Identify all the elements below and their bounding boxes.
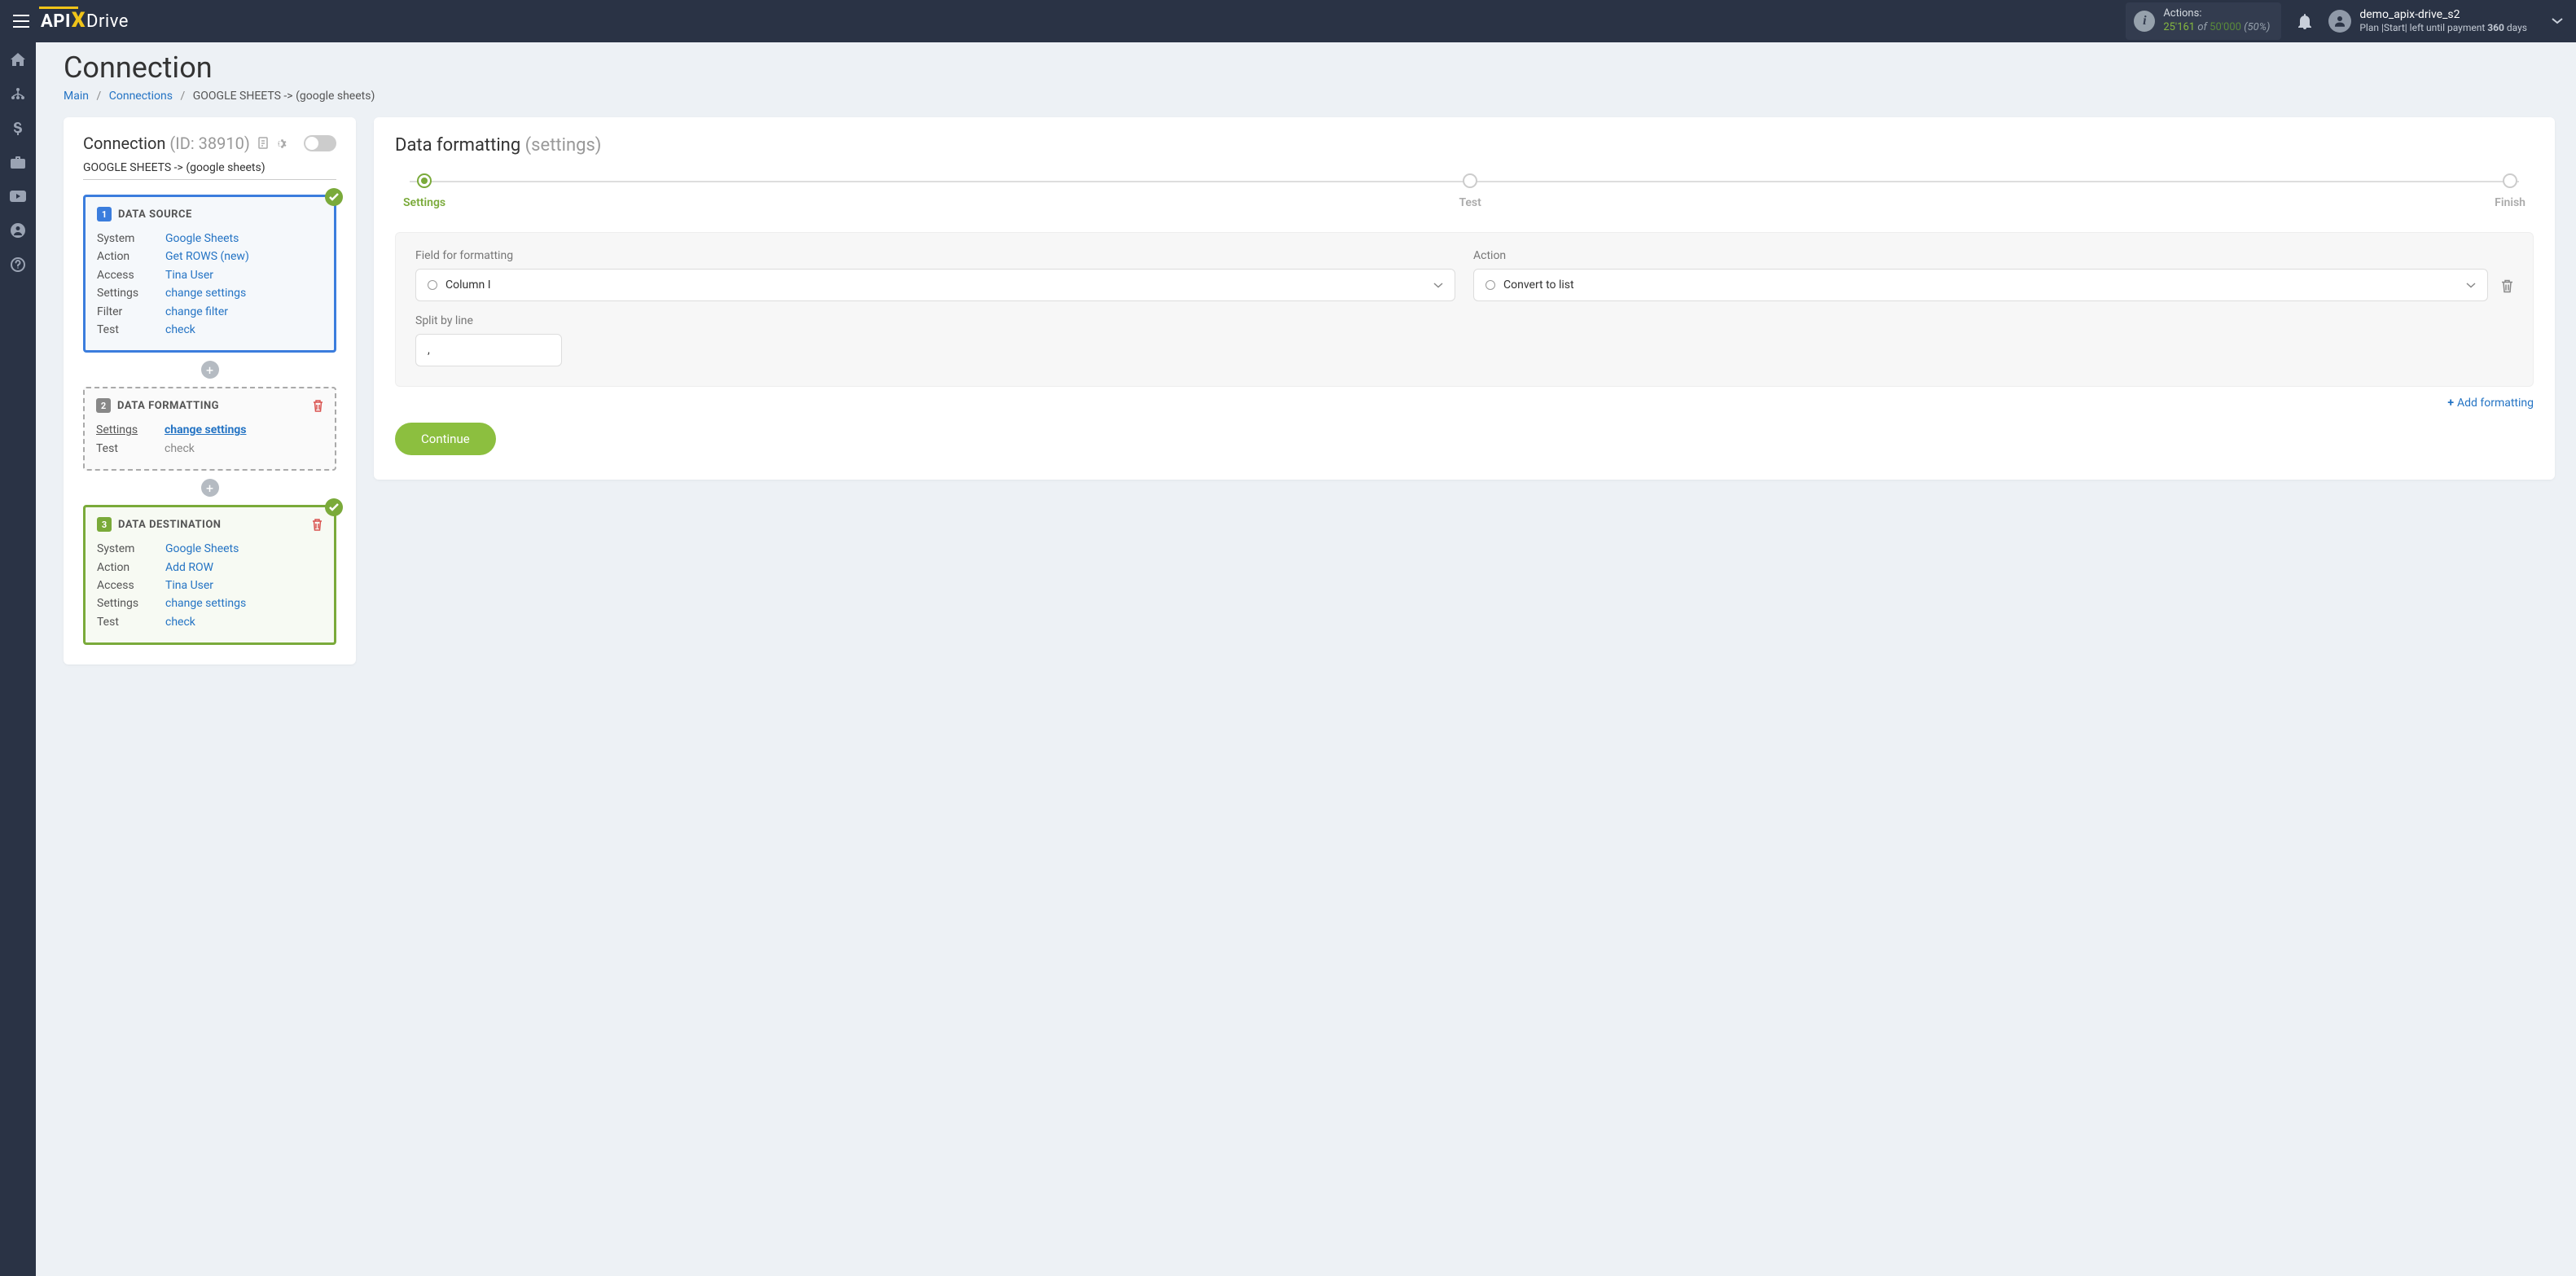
wizard-step-finish[interactable]: Finish [2495, 173, 2526, 209]
gear-icon[interactable] [274, 138, 287, 150]
user-plan: Plan |Start| left until payment 360 days [2359, 22, 2527, 33]
dest-settings[interactable]: change settings [165, 594, 246, 612]
breadcrumb-main[interactable]: Main [64, 90, 89, 103]
sidebar-account[interactable] [0, 213, 36, 248]
add-formatting-link[interactable]: +Add formatting [395, 397, 2534, 410]
step-num-3: 3 [97, 517, 112, 532]
connection-title: Connection (ID: 38910) [83, 134, 250, 153]
breadcrumb-current: GOOGLE SHEETS -> (google sheets) [193, 90, 375, 103]
source-settings[interactable]: change settings [165, 284, 246, 302]
source-action[interactable]: Get ROWS (new) [165, 248, 249, 265]
data-source-card: 1 DATA SOURCE SystemGoogle Sheets Action… [83, 195, 336, 353]
actions-of: of [2197, 21, 2207, 33]
menu-icon[interactable] [13, 15, 29, 28]
actions-total: 50'000 [2210, 21, 2241, 33]
formatting-settings[interactable]: change settings [165, 421, 246, 439]
wizard: Settings Test Finish [395, 173, 2534, 209]
chevron-down-icon [2466, 283, 2476, 288]
logo-x: X [72, 8, 86, 33]
step-num-2: 2 [96, 398, 111, 413]
sidebar [0, 42, 36, 1276]
wizard-step-test[interactable]: Test [1459, 173, 1481, 209]
dest-system[interactable]: Google Sheets [165, 540, 239, 558]
delete-destination-icon[interactable] [312, 519, 323, 531]
continue-button[interactable]: Continue [395, 423, 496, 455]
info-icon: i [2134, 11, 2155, 32]
action-select[interactable]: Convert to list [1473, 269, 2488, 301]
topbar: API X Drive i Actions: 25'161 of 50'000 … [0, 0, 2576, 42]
sidebar-help[interactable] [0, 248, 36, 282]
source-system[interactable]: Google Sheets [165, 230, 239, 248]
formatting-form: Field for formatting Column I Action [395, 232, 2534, 387]
user-text: demo_apix-drive_s2 Plan |Start| left unt… [2359, 8, 2527, 33]
delete-rule-icon[interactable] [2501, 279, 2513, 293]
actions-pct: (50%) [2244, 21, 2270, 33]
delete-formatting-icon[interactable] [313, 400, 323, 412]
check-icon [325, 188, 343, 206]
sidebar-connections[interactable] [0, 77, 36, 111]
connection-panel: Connection (ID: 38910) GOOGLE SHEETS -> … [64, 117, 356, 664]
logo-api: API [41, 11, 71, 32]
copy-icon[interactable] [257, 137, 268, 150]
check-icon [325, 498, 343, 516]
data-destination-card: 3 DATA DESTINATION SystemGoogle Sheets A… [83, 505, 336, 645]
split-input[interactable] [415, 334, 562, 366]
radio-icon [428, 280, 437, 290]
sidebar-billing[interactable] [0, 111, 36, 145]
chevron-down-icon [1433, 283, 1443, 288]
dest-access[interactable]: Tina User [165, 577, 213, 594]
settings-panel: Data formatting (settings) Settings Test [374, 117, 2555, 480]
user-menu[interactable]: demo_apix-drive_s2 Plan |Start| left unt… [2328, 8, 2527, 33]
field-label: Field for formatting [415, 249, 1455, 262]
step-num-1: 1 [97, 207, 112, 221]
wizard-step-settings[interactable]: Settings [403, 173, 445, 209]
sidebar-video[interactable] [0, 179, 36, 213]
connection-toggle[interactable] [304, 135, 336, 151]
connection-subtitle: GOOGLE SHEETS -> (google sheets) [83, 161, 336, 180]
source-access[interactable]: Tina User [165, 266, 213, 284]
user-name: demo_apix-drive_s2 [2359, 8, 2527, 22]
actions-text: Actions: 25'161 of 50'000 (50%) [2163, 7, 2270, 35]
add-step-button-1[interactable]: + [201, 361, 219, 379]
sidebar-work[interactable] [0, 145, 36, 179]
source-filter[interactable]: change filter [165, 303, 228, 321]
data-formatting-card: 2 DATA FORMATTING Settingschange setting… [83, 387, 336, 471]
actions-label: Actions: [2163, 7, 2270, 21]
split-label: Split by line [415, 314, 578, 327]
breadcrumb: Main / Connections / GOOGLE SHEETS -> (g… [64, 90, 2555, 103]
chevron-down-icon[interactable] [2527, 18, 2563, 24]
field-select[interactable]: Column I [415, 269, 1455, 301]
breadcrumb-connections[interactable]: Connections [109, 90, 173, 103]
page-title: Connection [64, 50, 2555, 85]
add-step-button-2[interactable]: + [201, 479, 219, 497]
logo-drive: Drive [86, 11, 129, 32]
dest-action[interactable]: Add ROW [165, 559, 213, 577]
formatting-test[interactable]: check [165, 440, 195, 458]
dest-test[interactable]: check [165, 613, 195, 631]
settings-title: Data formatting (settings) [395, 135, 2534, 156]
sidebar-home[interactable] [0, 42, 36, 77]
actions-counter[interactable]: i Actions: 25'161 of 50'000 (50%) [2126, 2, 2281, 40]
formatting-title: DATA FORMATTING [117, 400, 219, 412]
source-title: DATA SOURCE [118, 208, 192, 221]
action-label: Action [1473, 249, 2513, 262]
actions-used: 25'161 [2163, 21, 2195, 33]
source-test[interactable]: check [165, 321, 195, 339]
destination-title: DATA DESTINATION [118, 519, 221, 531]
bell-icon[interactable] [2297, 13, 2312, 29]
logo[interactable]: API X Drive [41, 9, 129, 33]
avatar-icon [2328, 10, 2351, 33]
radio-icon [1485, 280, 1495, 290]
